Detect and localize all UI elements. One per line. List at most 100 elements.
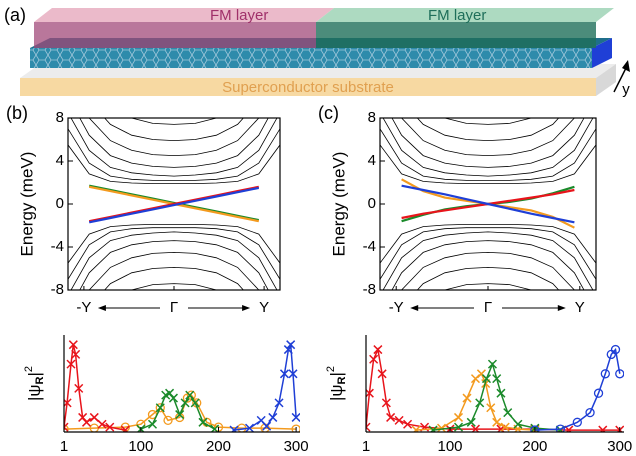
arrow-head — [557, 305, 566, 311]
marker — [453, 412, 464, 422]
band — [68, 128, 280, 181]
marker — [105, 422, 115, 432]
band — [104, 118, 244, 142]
marker — [530, 425, 540, 432]
marker — [274, 398, 284, 408]
y-axis-label: Energy (meV) — [17, 152, 36, 257]
marker — [81, 417, 92, 427]
band — [70, 118, 278, 177]
marker — [291, 412, 300, 422]
x-tick-label: 100 — [128, 438, 153, 455]
y-tick-label: 4 — [368, 152, 376, 169]
band — [88, 118, 260, 157]
x-tick-label: -Y — [76, 299, 91, 316]
marker — [386, 412, 396, 422]
marker — [369, 354, 379, 364]
plot-area — [68, 118, 280, 290]
profile-line — [140, 392, 215, 430]
marker — [229, 425, 239, 432]
plot-area — [366, 344, 624, 432]
marker — [283, 345, 293, 355]
band — [382, 118, 594, 177]
fm-right-front — [316, 22, 596, 48]
marker — [462, 393, 472, 403]
marker — [262, 421, 272, 431]
panel-label: (c) — [318, 103, 339, 123]
marker — [411, 425, 421, 432]
arrow-head — [242, 305, 251, 311]
arrow-head — [97, 305, 106, 311]
panel-label: (a) — [4, 5, 26, 25]
y-axis-label-part: R — [336, 376, 348, 384]
y-axis-label: |ψR|2 — [23, 366, 46, 401]
marker — [610, 344, 621, 355]
band — [130, 118, 218, 125]
marker — [291, 424, 300, 432]
marker — [175, 410, 185, 420]
fm-right-top — [316, 8, 614, 22]
edge-state — [88, 186, 260, 224]
marker — [600, 369, 610, 379]
fm-left-front — [34, 22, 316, 48]
x-tick-label: Γ — [484, 299, 492, 316]
marker — [492, 374, 502, 384]
x-tick-label: Γ — [170, 299, 178, 316]
marker — [120, 425, 130, 432]
marker — [486, 403, 496, 413]
marker — [437, 423, 447, 432]
x-tick-label: 100 — [438, 438, 463, 455]
y-axis-label: |ψR|2 — [325, 366, 348, 401]
marker — [74, 383, 84, 393]
x-tick-label: Y — [259, 299, 269, 316]
marker — [71, 349, 81, 359]
profile-line — [432, 361, 561, 431]
marker — [373, 345, 383, 355]
marker — [470, 374, 481, 384]
y-axis-label-part: | — [25, 372, 44, 376]
y-tick-label: 8 — [56, 109, 64, 126]
band — [380, 144, 596, 184]
marker — [428, 425, 438, 432]
marker — [475, 398, 485, 408]
y-axis-label-part: R — [34, 376, 46, 384]
edge-state — [401, 184, 575, 224]
marker — [615, 369, 624, 379]
marker — [168, 393, 178, 403]
band — [443, 118, 533, 125]
substrate-front — [20, 78, 596, 96]
y-tick-label: 0 — [56, 195, 64, 212]
layer-label: FM layer — [210, 7, 268, 24]
x-tick-label: Y — [575, 299, 585, 316]
marker — [496, 388, 506, 398]
y-axis-label-part: 2 — [325, 366, 337, 372]
y-tick-label: 0 — [368, 195, 376, 212]
band — [380, 224, 596, 264]
marker — [381, 398, 391, 408]
schematic: (a) FM layer FM layer Superconductor sub… — [4, 5, 630, 98]
marker — [268, 412, 278, 422]
band — [79, 240, 269, 290]
marker — [585, 407, 595, 418]
marker — [64, 424, 69, 432]
band — [68, 227, 280, 280]
y-axis-label: Energy (meV) — [329, 152, 348, 257]
y-tick-label: -8 — [51, 281, 64, 298]
x-tick-label: 300 — [607, 438, 632, 455]
band — [416, 266, 560, 290]
lattice-edge — [592, 38, 612, 68]
band — [68, 224, 280, 264]
marker — [403, 419, 413, 429]
band — [380, 128, 596, 181]
layer-label: FM layer — [428, 7, 486, 24]
marker — [180, 398, 190, 408]
marker — [97, 419, 107, 429]
lattice-pattern — [30, 48, 592, 68]
marker — [366, 388, 374, 398]
x-tick-label: -Y — [389, 299, 404, 316]
y-arrow-head — [622, 60, 630, 72]
marker — [500, 422, 510, 432]
band — [391, 240, 585, 290]
marker — [394, 415, 404, 425]
fm-left-top — [34, 8, 334, 22]
band — [401, 251, 575, 290]
